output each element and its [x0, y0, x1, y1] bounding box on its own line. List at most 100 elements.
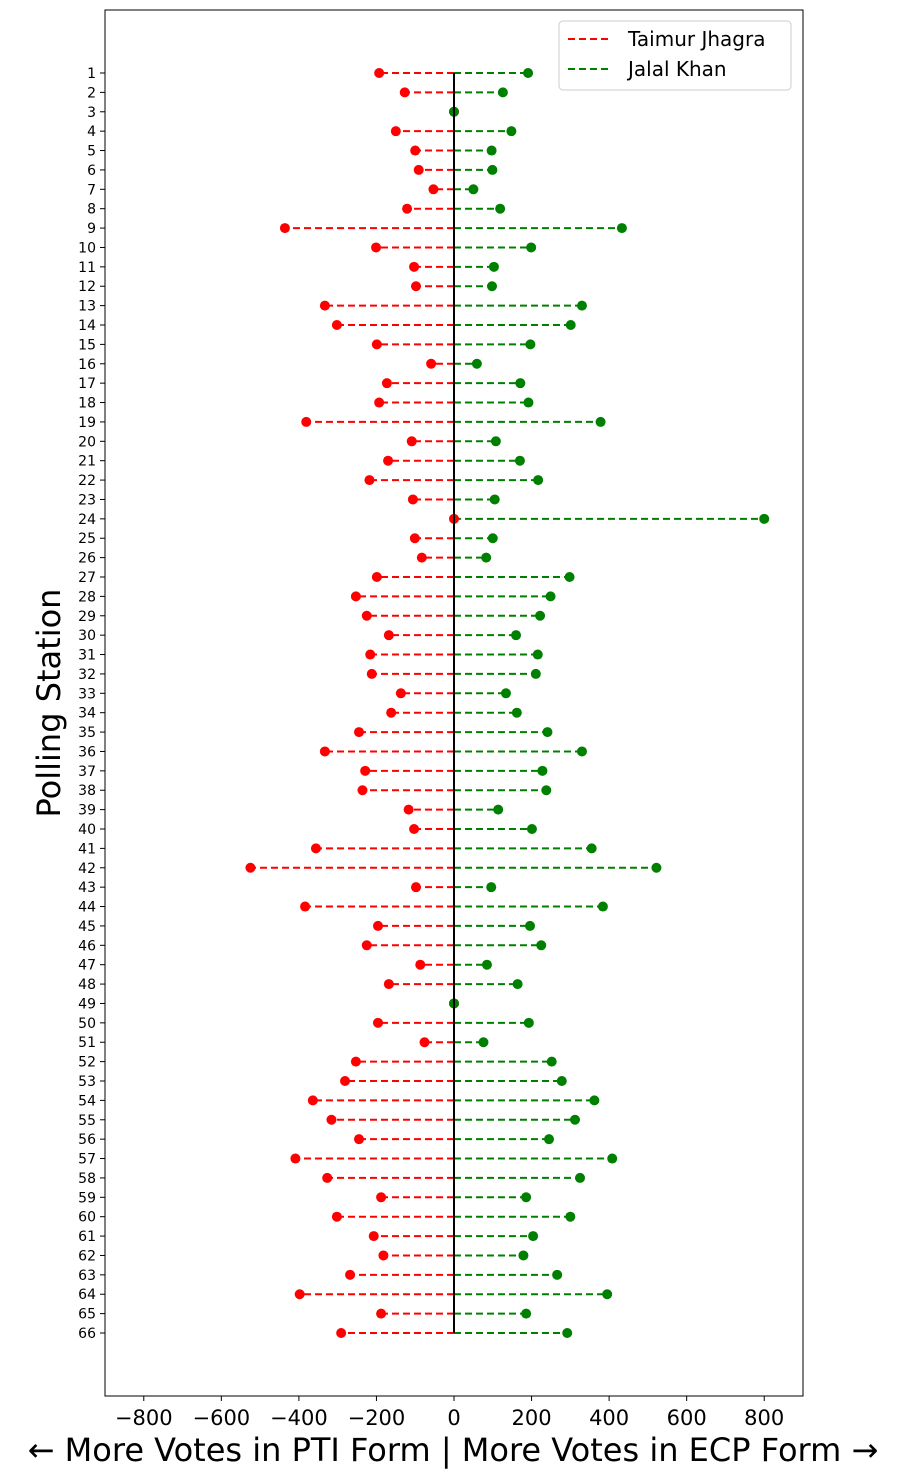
x-axis-ticks: −800 −600 −400 −200 0 200 400 600 800: [115, 1396, 784, 1430]
y-tick-label: 49: [78, 996, 96, 1012]
y-tick-label: 56: [78, 1132, 96, 1148]
jalal-khan-point-11: [488, 261, 499, 272]
taimur-jhagra-point-2: [399, 87, 410, 98]
taimur-jhagra-point-64: [294, 1289, 305, 1300]
jalal-khan-point-24: [759, 513, 770, 524]
taimur-jhagra-point-66: [336, 1328, 347, 1338]
jalal-khan-point-58: [575, 1172, 586, 1183]
y-tick-label: 28: [78, 589, 96, 605]
jalal-khan-point-5: [486, 145, 497, 156]
taimur-jhagra-point-46: [361, 940, 372, 951]
y-tick-label: 38: [78, 783, 96, 799]
jalal-khan-point-8: [495, 203, 506, 214]
y-tick-label: 24: [78, 512, 96, 528]
taimur-jhagra-point-40: [409, 824, 420, 834]
x-tick-label: 600: [667, 1406, 707, 1430]
taimur-jhagra-point-1: [374, 68, 385, 78]
jalal-khan-point-29: [535, 610, 546, 621]
jalal-khan-point-10: [526, 242, 537, 253]
jalal-khan-point-36: [576, 746, 587, 757]
taimur-jhagra-point-44: [300, 901, 311, 912]
y-tick-label: 58: [78, 1171, 96, 1187]
y-tick-label: 9: [87, 221, 96, 237]
taimur-jhagra-point-10: [371, 242, 382, 253]
y-tick-label: 17: [78, 376, 96, 392]
jalal-khan-point-25: [487, 533, 498, 544]
taimur-jhagra-point-63: [345, 1269, 356, 1280]
taimur-jhagra-point-36: [319, 746, 330, 757]
plot-elements: [245, 68, 770, 1338]
taimur-jhagra-point-26: [416, 552, 427, 563]
taimur-jhagra-point-4: [390, 126, 401, 137]
y-tick-label: 34: [78, 706, 96, 722]
jalal-khan-point-43: [486, 882, 497, 893]
y-axis-title: Polling Station: [30, 589, 68, 818]
jalal-khan-point-46: [536, 940, 547, 951]
jalal-khan-point-9: [616, 223, 627, 234]
y-tick-label: 50: [78, 1016, 96, 1032]
y-tick-label: 64: [78, 1287, 96, 1303]
taimur-jhagra-point-32: [366, 668, 377, 679]
jalal-khan-point-50: [523, 1017, 534, 1028]
taimur-jhagra-point-6: [413, 164, 424, 175]
taimur-jhagra-point-33: [395, 688, 406, 699]
y-tick-label: 46: [78, 938, 96, 954]
y-tick-label: 55: [78, 1113, 96, 1129]
y-tick-label: 21: [78, 454, 96, 470]
taimur-jhagra-point-13: [319, 300, 330, 311]
jalal-khan-point-56: [544, 1134, 555, 1145]
taimur-jhagra-point-41: [310, 843, 321, 854]
y-tick-label: 7: [87, 182, 96, 198]
jalal-khan-point-52: [546, 1056, 557, 1067]
jalal-khan-point-30: [511, 630, 522, 641]
y-tick-label: 43: [78, 880, 96, 896]
y-tick-label: 51: [78, 1035, 96, 1051]
y-tick-label: 63: [78, 1268, 96, 1284]
y-tick-label: 13: [78, 299, 96, 315]
y-tick-label: 23: [78, 492, 96, 508]
taimur-jhagra-point-62: [378, 1250, 389, 1261]
taimur-jhagra-point-34: [386, 707, 397, 718]
jalal-khan-point-15: [525, 339, 536, 350]
x-tick-label: −800: [115, 1406, 173, 1430]
jalal-khan-point-42: [651, 862, 662, 873]
taimur-jhagra-point-53: [340, 1076, 351, 1086]
taimur-jhagra-point-12: [410, 281, 421, 292]
y-tick-label: 26: [78, 551, 96, 567]
taimur-jhagra-point-9: [279, 223, 290, 234]
x-tick-label: 800: [744, 1406, 784, 1430]
taimur-jhagra-point-57: [290, 1153, 301, 1164]
jalal-khan-point-22: [533, 475, 544, 486]
jalal-khan-point-51: [478, 1037, 489, 1048]
y-tick-label: 42: [78, 861, 96, 877]
y-tick-label: 52: [78, 1055, 96, 1071]
taimur-jhagra-point-51: [419, 1037, 430, 1048]
taimur-jhagra-point-15: [371, 339, 382, 350]
jalal-khan-point-55: [569, 1114, 580, 1125]
jalal-khan-point-44: [597, 901, 608, 912]
jalal-khan-point-63: [552, 1269, 563, 1280]
taimur-jhagra-point-25: [409, 533, 420, 544]
jalal-khan-point-66: [562, 1328, 573, 1338]
jalal-khan-point-23: [489, 494, 500, 505]
jalal-khan-point-17: [515, 378, 526, 389]
taimur-jhagra-point-18: [374, 397, 385, 408]
taimur-jhagra-point-14: [331, 320, 342, 330]
jalal-khan-point-34: [511, 707, 522, 718]
y-tick-label: 18: [78, 396, 96, 412]
jalal-khan-point-61: [528, 1231, 539, 1242]
jalal-khan-point-32: [530, 668, 541, 679]
y-tick-label: 66: [78, 1326, 96, 1342]
jalal-khan-point-21: [514, 455, 525, 466]
jalal-khan-point-38: [541, 785, 552, 796]
y-tick-label: 27: [78, 570, 96, 586]
x-tick-label: −600: [192, 1406, 250, 1430]
y-tick-label: 3: [87, 105, 96, 121]
taimur-jhagra-point-65: [376, 1308, 387, 1319]
jalal-khan-point-20: [490, 436, 501, 447]
y-tick-label: 10: [78, 240, 96, 256]
jalal-khan-point-13: [576, 300, 587, 311]
y-tick-label: 4: [87, 124, 96, 140]
y-tick-label: 20: [78, 434, 96, 450]
taimur-jhagra-point-42: [245, 862, 256, 873]
